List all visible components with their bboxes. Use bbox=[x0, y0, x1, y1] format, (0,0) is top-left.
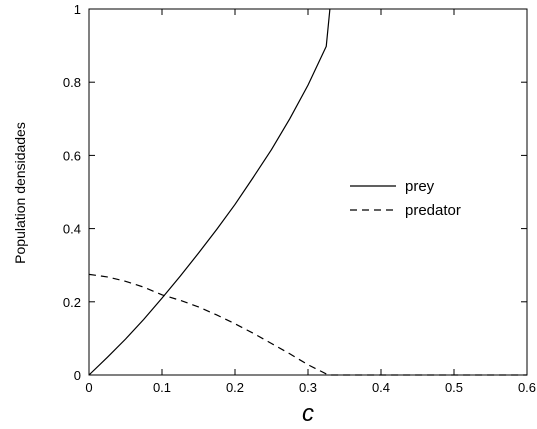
x-tick-label-6: 0.6 bbox=[518, 380, 536, 395]
y-tick-label-2: 0.4 bbox=[63, 222, 81, 237]
y-tick-label-0: 0 bbox=[74, 368, 81, 383]
series-line-predator bbox=[88, 273, 527, 376]
legend-label-predator: predator bbox=[405, 202, 461, 219]
series-line-prey bbox=[88, 8, 331, 376]
y-tick-label-5: 1 bbox=[74, 2, 81, 17]
x-tick-label-1: 0.1 bbox=[153, 380, 171, 395]
y-tick-labels: 0 0.2 0.4 0.6 0.8 1 bbox=[63, 2, 81, 383]
x-tick-labels: 0 0.1 0.2 0.3 0.4 0.5 0.6 bbox=[85, 380, 536, 395]
legend-label-prey: prey bbox=[405, 178, 435, 195]
legend: prey predator bbox=[350, 178, 461, 219]
y-tick-label-4: 0.8 bbox=[63, 75, 81, 90]
plot-lines bbox=[88, 8, 527, 376]
plot-frame bbox=[88, 8, 528, 376]
y-axis-label: Population densidades bbox=[12, 122, 28, 264]
x-tick-label-2: 0.2 bbox=[226, 380, 244, 395]
axis-ticks bbox=[88, 8, 528, 376]
y-tick-label-3: 0.6 bbox=[63, 148, 81, 163]
x-tick-label-4: 0.4 bbox=[372, 380, 390, 395]
x-tick-label-3: 0.3 bbox=[299, 380, 317, 395]
x-tick-label-5: 0.5 bbox=[445, 380, 463, 395]
y-tick-label-1: 0.2 bbox=[63, 295, 81, 310]
x-axis-label: c bbox=[302, 400, 314, 427]
x-tick-label-0: 0 bbox=[85, 380, 92, 395]
